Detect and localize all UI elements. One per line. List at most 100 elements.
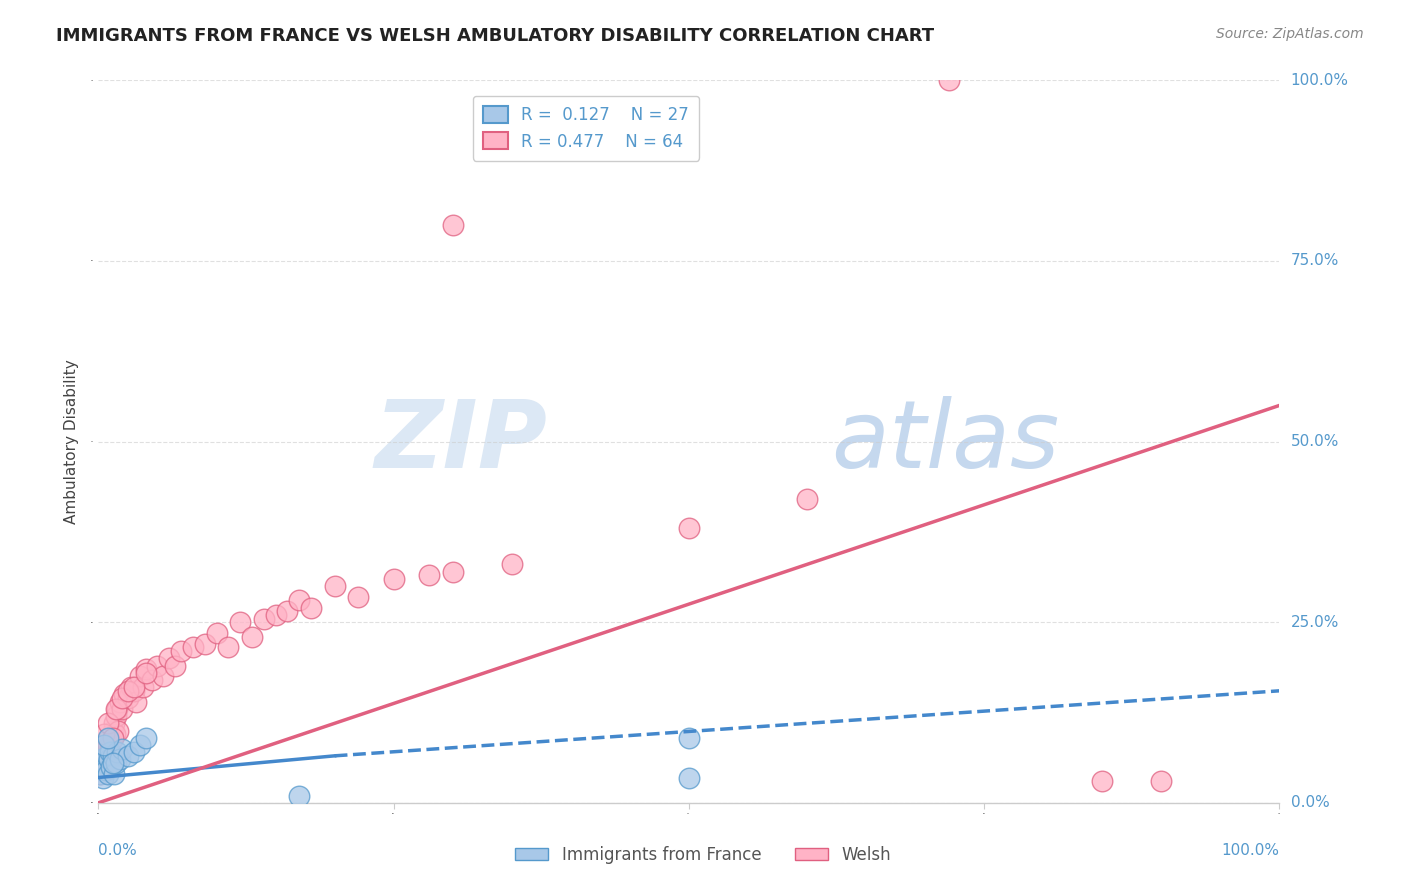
Point: [128, 669, 150, 683]
Text: 100.0%: 100.0%: [1222, 843, 1279, 857]
Point: [135, 662, 157, 676]
Point: [382, 572, 405, 586]
Point: [441, 218, 464, 232]
Point: [91, 752, 114, 766]
Point: [97, 767, 120, 781]
Point: [94, 752, 117, 766]
Point: [93, 727, 115, 741]
Point: [105, 702, 128, 716]
Point: [97, 731, 120, 745]
Point: [94, 764, 117, 778]
Point: [117, 691, 139, 706]
Point: [108, 752, 131, 766]
Point: [135, 731, 157, 745]
Point: [128, 738, 150, 752]
Text: ZIP: ZIP: [374, 395, 547, 488]
Point: [288, 789, 311, 803]
Point: [103, 716, 125, 731]
Point: [97, 738, 120, 752]
Point: [165, 658, 187, 673]
Point: [105, 756, 128, 770]
Point: [108, 695, 131, 709]
Point: [217, 640, 239, 655]
Point: [205, 626, 228, 640]
Point: [96, 745, 118, 759]
Point: [122, 683, 145, 698]
Point: [678, 771, 700, 785]
Point: [121, 680, 143, 694]
Point: [181, 640, 204, 655]
Point: [90, 760, 112, 774]
Point: [91, 760, 114, 774]
Point: [105, 702, 128, 716]
Legend: Immigrants from France, Welsh: Immigrants from France, Welsh: [509, 839, 897, 871]
Point: [122, 680, 145, 694]
Point: [135, 665, 157, 680]
Text: atlas: atlas: [831, 396, 1059, 487]
Point: [323, 579, 346, 593]
Point: [1150, 774, 1173, 789]
Point: [157, 651, 180, 665]
Point: [1091, 774, 1114, 789]
Point: [105, 709, 128, 723]
Point: [299, 600, 322, 615]
Point: [111, 702, 134, 716]
Legend: R =  0.127    N = 27, R = 0.477    N = 64: R = 0.127 N = 27, R = 0.477 N = 64: [472, 95, 699, 161]
Point: [103, 767, 125, 781]
Point: [146, 658, 169, 673]
Point: [288, 593, 311, 607]
Point: [276, 604, 298, 618]
Text: Source: ZipAtlas.com: Source: ZipAtlas.com: [1216, 27, 1364, 41]
Point: [678, 521, 700, 535]
Point: [100, 760, 122, 774]
Point: [98, 752, 121, 766]
Point: [111, 741, 134, 756]
Text: IMMIGRANTS FROM FRANCE VS WELSH AMBULATORY DISABILITY CORRELATION CHART: IMMIGRANTS FROM FRANCE VS WELSH AMBULATO…: [56, 27, 935, 45]
Point: [89, 767, 111, 781]
Point: [98, 745, 121, 759]
Text: 100.0%: 100.0%: [1291, 73, 1348, 87]
Point: [796, 492, 818, 507]
Point: [117, 683, 139, 698]
Point: [418, 568, 440, 582]
Point: [125, 695, 148, 709]
Point: [253, 611, 276, 625]
Text: 0.0%: 0.0%: [1291, 796, 1329, 810]
Point: [678, 731, 700, 745]
Point: [98, 731, 121, 745]
Point: [93, 756, 115, 770]
Point: [441, 565, 464, 579]
Point: [347, 590, 370, 604]
Point: [141, 673, 163, 687]
Text: 0.0%: 0.0%: [98, 843, 138, 857]
Point: [101, 748, 124, 763]
Point: [90, 756, 112, 770]
Point: [240, 630, 263, 644]
Point: [152, 669, 174, 683]
Point: [111, 691, 134, 706]
Text: 75.0%: 75.0%: [1291, 253, 1339, 268]
Point: [229, 615, 252, 630]
Point: [91, 748, 114, 763]
Point: [104, 727, 127, 741]
Point: [122, 745, 145, 759]
Point: [117, 748, 139, 763]
Text: 50.0%: 50.0%: [1291, 434, 1339, 449]
Point: [98, 741, 121, 756]
Point: [264, 607, 287, 622]
Point: [501, 558, 523, 572]
Point: [112, 687, 135, 701]
Point: [194, 637, 217, 651]
Point: [101, 731, 124, 745]
Point: [101, 723, 124, 738]
Point: [107, 723, 129, 738]
Point: [938, 73, 960, 87]
Point: [91, 771, 114, 785]
Point: [132, 680, 155, 694]
Point: [93, 741, 115, 756]
Point: [101, 756, 124, 770]
Point: [93, 738, 115, 752]
Point: [105, 745, 128, 759]
Point: [100, 734, 122, 748]
Y-axis label: Ambulatory Disability: Ambulatory Disability: [65, 359, 79, 524]
